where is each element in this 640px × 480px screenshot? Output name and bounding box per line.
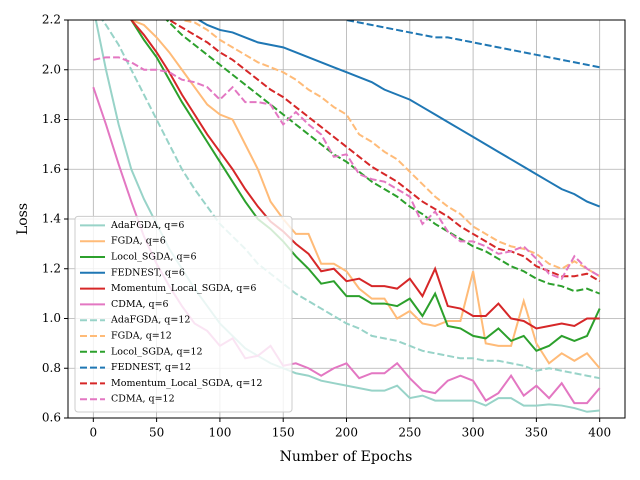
legend-label: CDMA, q=12 (111, 394, 175, 405)
legend-label: FEDNEST, q=6 (111, 267, 185, 278)
series-line (93, 56, 601, 280)
series-line (129, 20, 600, 330)
legend-label: Momentum_Local_SGDA, q=12 (111, 378, 262, 389)
y-tick-label: 1.8 (42, 112, 61, 126)
series-line (196, 20, 601, 208)
series-line (165, 20, 601, 295)
legend-label: Locol_SGDA, q=12 (111, 346, 203, 357)
legend-label: Momentum_Local_SGDA, q=6 (111, 283, 256, 294)
series-line (341, 20, 600, 69)
legend-label: AdaFGDA, q=6 (110, 220, 184, 231)
series-line (179, 20, 601, 278)
x-tick-label: 400 (588, 426, 611, 440)
y-tick-label: 2.2 (42, 13, 61, 27)
x-tick-label: 350 (525, 426, 548, 440)
y-tick-label: 0.8 (42, 361, 61, 375)
x-axis-label: Number of Epochs (280, 449, 413, 465)
x-tick-label: 100 (208, 426, 231, 440)
y-tick-label: 1.2 (42, 261, 61, 275)
y-tick-label: 0.6 (42, 411, 61, 425)
y-tick-label: 1.0 (42, 311, 61, 325)
x-tick-label: 50 (149, 426, 164, 440)
x-tick-label: 300 (462, 426, 485, 440)
y-axis-label: Loss (15, 203, 31, 235)
series-line (101, 20, 600, 380)
series-line (129, 20, 601, 369)
x-tick-label: 0 (89, 426, 97, 440)
legend-label: FGDA, q=6 (111, 236, 166, 247)
x-tick-label: 150 (272, 426, 295, 440)
legend-label: FGDA, q=12 (111, 331, 172, 342)
legend-label: AdaFGDA, q=12 (110, 315, 190, 326)
ticks: 0 50 100 150 200 250 300 350 400 0.6 0.8 1.0 1.2 1.4 1… (42, 13, 611, 440)
legend-label: Locol_SGDA, q=6 (111, 252, 197, 263)
legend-box (74, 215, 293, 413)
x-tick-label: 250 (398, 426, 421, 440)
y-tick-label: 1.6 (42, 162, 61, 176)
legend: AdaFGDA, q=6 FGDA, q=6 Locol_SGDA, q=6 FEDN… (74, 215, 293, 413)
lines (92, 20, 601, 413)
y-tick-label: 2.0 (42, 62, 61, 76)
x-tick-label: 200 (335, 426, 358, 440)
series-line (130, 20, 601, 353)
legend-label: FEDNEST, q=12 (111, 362, 191, 373)
y-tick-label: 1.4 (42, 212, 61, 226)
legend-label: CDMA, q=6 (111, 299, 169, 310)
